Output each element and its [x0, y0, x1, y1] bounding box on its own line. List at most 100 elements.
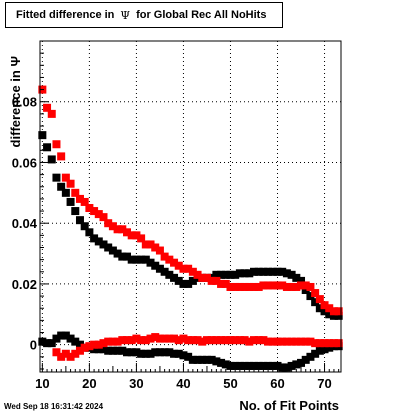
data-point — [235, 282, 244, 291]
data-point — [170, 334, 179, 343]
x-tick-label: 40 — [176, 376, 190, 391]
y-tick-label: 0 — [30, 338, 37, 353]
data-point — [179, 351, 188, 360]
series-red — [52, 333, 343, 361]
data-point — [184, 352, 193, 361]
data-point — [278, 267, 287, 276]
data-point — [108, 246, 117, 255]
data-point — [43, 143, 52, 152]
data-point — [217, 336, 226, 345]
data-point — [99, 213, 108, 222]
data-point — [52, 173, 61, 182]
data-point — [245, 282, 254, 291]
data-point — [292, 282, 301, 291]
data-point — [146, 240, 155, 249]
y-axis-ticks: 0 0.02 0.04 0.06 0.08 — [12, 40, 49, 370]
data-point — [297, 276, 306, 285]
data-point — [155, 264, 164, 273]
x-axis-label: No. of Fit Points — [239, 398, 339, 413]
data-point — [47, 155, 56, 164]
data-point — [240, 361, 249, 370]
data-point — [259, 267, 268, 276]
data-point — [311, 349, 320, 358]
data-point — [80, 343, 89, 352]
data-point — [71, 337, 80, 346]
data-point — [52, 140, 61, 149]
data-point — [90, 234, 99, 243]
data-point — [94, 237, 103, 246]
data-point — [179, 334, 188, 343]
x-axis-ticks: 10 20 30 40 50 60 70 — [35, 363, 340, 391]
x-tick-label: 60 — [270, 376, 284, 391]
data-point — [226, 270, 235, 279]
data-point — [231, 270, 240, 279]
data-point — [212, 270, 221, 279]
data-point — [113, 225, 122, 234]
data-point — [94, 345, 103, 354]
data-point — [104, 346, 113, 355]
data-point — [282, 363, 291, 372]
series-black — [38, 331, 343, 372]
data-point — [249, 336, 258, 345]
x-tick-label: 50 — [223, 376, 237, 391]
data-point — [155, 348, 164, 357]
data-point — [287, 270, 296, 279]
data-point — [325, 310, 334, 319]
x-tick-label: 10 — [35, 376, 49, 391]
data-point — [198, 337, 207, 346]
data-point — [231, 361, 240, 370]
data-point — [165, 255, 174, 264]
data-point — [311, 289, 320, 298]
data-point — [43, 103, 52, 112]
y-tick-label: 0.06 — [12, 155, 37, 170]
data-point — [320, 301, 329, 310]
data-point — [245, 361, 254, 370]
data-point — [57, 182, 66, 191]
data-point — [325, 339, 334, 348]
data-point — [287, 361, 296, 370]
data-point — [245, 269, 254, 278]
data-point — [221, 336, 230, 345]
data-point — [287, 282, 296, 291]
data-point — [184, 279, 193, 288]
data-point — [301, 355, 310, 364]
data-point — [259, 336, 268, 345]
data-point — [221, 270, 230, 279]
data-point — [297, 281, 306, 290]
y-axis-label: difference in Ψ — [8, 56, 23, 147]
data-point — [315, 339, 324, 348]
data-point — [254, 336, 263, 345]
data-point — [174, 349, 183, 358]
data-point — [118, 252, 127, 261]
data-point — [123, 336, 132, 345]
data-point — [113, 337, 122, 346]
data-point — [264, 361, 273, 370]
data-point — [137, 255, 146, 264]
data-point — [123, 228, 132, 237]
data-point — [80, 222, 89, 231]
data-point — [311, 339, 320, 348]
data-point — [90, 340, 99, 349]
data-point — [202, 273, 211, 282]
data-point — [188, 267, 197, 276]
data-point — [165, 348, 174, 357]
data-point — [170, 258, 179, 267]
data-point — [179, 279, 188, 288]
data-point — [297, 358, 306, 367]
data-point — [174, 276, 183, 285]
data-point — [315, 295, 324, 304]
data-point — [235, 269, 244, 278]
data-point — [264, 281, 273, 290]
title-suffix: for Global Rec All NoHits — [136, 9, 267, 21]
data-point — [94, 210, 103, 219]
data-point — [301, 281, 310, 290]
data-point — [127, 336, 136, 345]
data-point — [174, 336, 183, 345]
data-point — [99, 345, 108, 354]
data-point — [151, 261, 160, 270]
data-point — [66, 352, 75, 361]
data-point — [301, 286, 310, 295]
data-point — [146, 349, 155, 358]
data-point — [85, 342, 94, 351]
data-point — [132, 334, 141, 343]
